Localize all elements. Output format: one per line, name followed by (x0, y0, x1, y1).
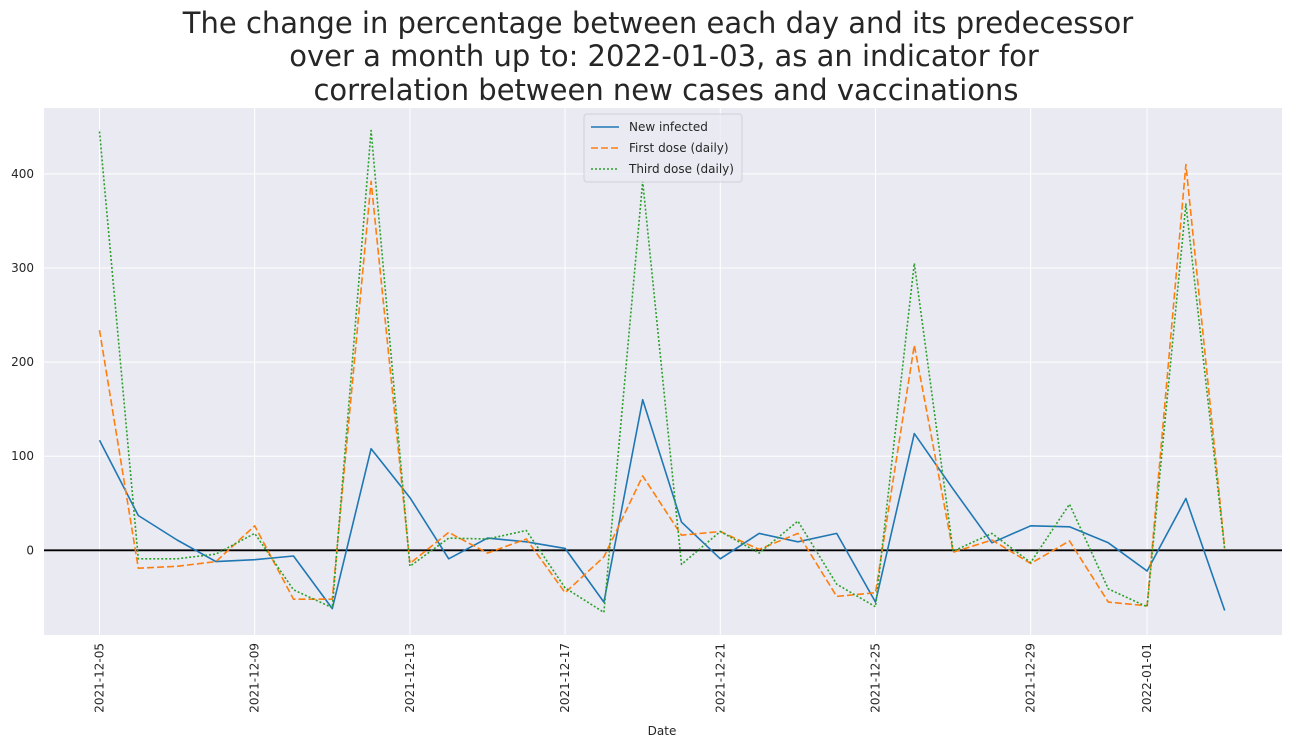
chart-title-line-3: correlation between new cases and vaccin… (313, 73, 1018, 107)
plot-area (44, 108, 1282, 635)
y-tick-label: 0 (26, 543, 34, 557)
y-tick-label: 100 (11, 449, 34, 463)
legend-box (583, 113, 743, 183)
x-axis-label: Date (648, 724, 677, 738)
x-tick-label: 2021-12-13 (403, 643, 417, 713)
y-tick-label: 400 (11, 167, 34, 181)
y-tick-label: 200 (11, 355, 34, 369)
legend-label-2: First dose (daily) (629, 141, 729, 155)
chart-title-line-2: over a month up to: 2022-01-03, as an in… (289, 39, 1039, 73)
x-tick-labels: 2021-12-05 2021-12-09 2021-12-13 2021-12-17… (93, 643, 1155, 713)
series-layer (98, 129, 1226, 614)
x-tick-label: 2022-01-01 (1140, 643, 1154, 713)
chart-title-line-1: The change in percentage between each da… (182, 6, 1133, 40)
x-tick-label: 2021-12-09 (248, 643, 262, 713)
x-tick-label: 2021-12-29 (1024, 643, 1038, 713)
x-tick-label: 2021-12-21 (713, 643, 727, 713)
x-tick-label: 2021-12-05 (93, 643, 107, 713)
series-line-2 (98, 163, 1226, 607)
series-line-3 (98, 129, 1226, 614)
y-tick-label: 300 (11, 261, 34, 275)
x-tick-label: 2021-12-25 (869, 643, 883, 713)
x-grid (99, 108, 1148, 635)
legend-label-3: Third dose (daily) (628, 162, 734, 176)
chart-title: The change in percentage between each da… (182, 6, 1133, 107)
y-tick-labels: 0 100 200 300 400 (11, 167, 34, 557)
legend: New infected First dose (daily) Third dose… (583, 113, 743, 183)
series-line-1 (98, 398, 1226, 611)
x-tick-label: 2021-12-17 (558, 643, 572, 713)
legend-label-1: New infected (629, 120, 708, 134)
